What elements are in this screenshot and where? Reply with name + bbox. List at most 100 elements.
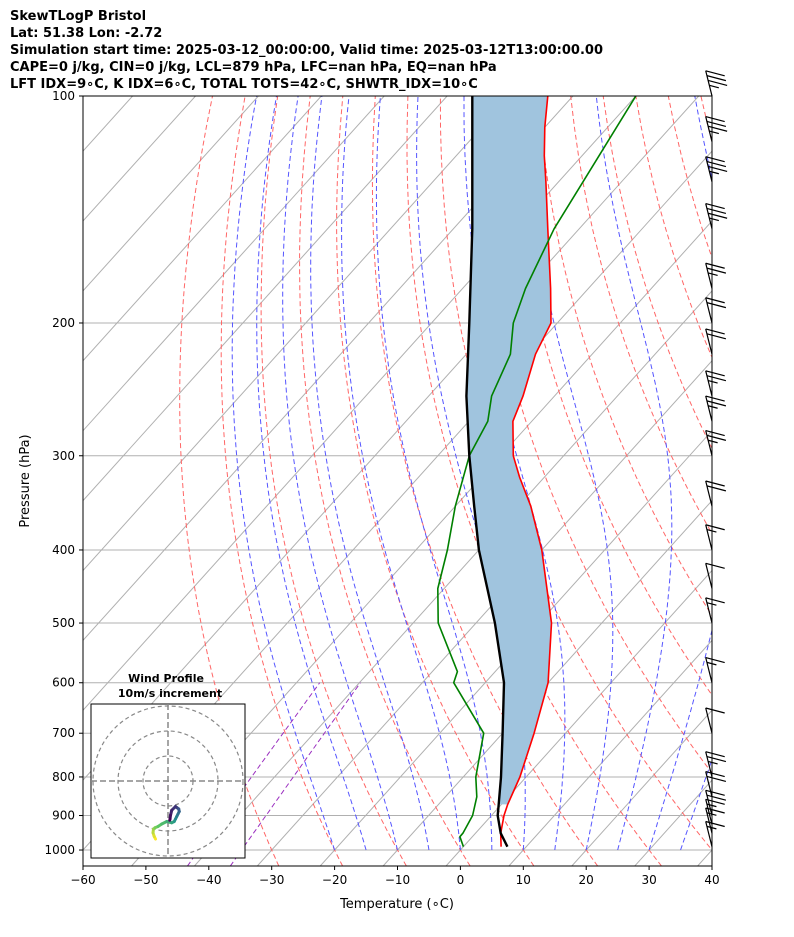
isotherm (571, 709, 712, 866)
wind-barb (705, 202, 728, 229)
wind-barb (705, 70, 728, 97)
barb-flag (705, 262, 725, 269)
barb-shaft (705, 328, 713, 355)
wind-barb (705, 328, 727, 355)
isotherm (634, 779, 712, 866)
wind-profile-inset: Wind Profile 10m/s increment (90, 672, 246, 859)
wind-barb (705, 297, 727, 324)
barb-shaft (705, 70, 713, 97)
location-line: Lat: 51.38 Lon: -2.72 (10, 26, 163, 41)
barb-shaft (705, 707, 713, 734)
wind-barb (705, 480, 727, 507)
barb-half-flag (709, 170, 719, 175)
isotherm (83, 96, 322, 362)
barb-flag (706, 485, 727, 492)
barb-flag (705, 524, 725, 531)
barb-flag (705, 597, 725, 604)
barb-flag (705, 656, 725, 664)
dry-adiabat (439, 96, 712, 851)
moist-adiabat (680, 758, 712, 851)
moist-adiabat (231, 96, 336, 851)
wind-barb (705, 524, 725, 551)
barb-shaft (705, 524, 713, 551)
barb-flag (705, 395, 725, 402)
mixing-ratio-line (229, 682, 361, 866)
barb-flag (705, 156, 725, 163)
chart-title: SkewTLogP Bristol (10, 9, 147, 24)
title-block: SkewTLogP Bristol Lat: 51.38 Lon: -2.72 … (10, 8, 790, 93)
barb-flag (705, 820, 725, 828)
barb-shaft (705, 370, 713, 397)
y-tick-label: 100 (52, 89, 75, 103)
y-tick-label: 900 (52, 809, 75, 823)
wind-barb (705, 370, 727, 397)
barb-shaft (705, 597, 713, 624)
wind-barb (705, 262, 727, 289)
barb-shaft (705, 116, 713, 142)
barb-half-flag (709, 84, 719, 89)
wind-barb (705, 115, 728, 142)
barb-flag (706, 120, 727, 127)
wind-barb (705, 562, 725, 589)
isotherm (83, 96, 385, 432)
barb-flag (706, 160, 727, 168)
moist-adiabat (521, 96, 614, 851)
barb-flag (706, 400, 727, 407)
dry-adiabat (766, 96, 794, 866)
barb-flag (705, 751, 725, 758)
x-tick-label: −50 (133, 873, 158, 887)
barb-flag (705, 370, 725, 377)
dry-adiabat (179, 96, 280, 866)
dry-adiabat (260, 96, 407, 866)
barb-flag (705, 297, 725, 304)
barb-flag (705, 807, 725, 814)
wind-barb (705, 156, 728, 183)
barb-flag (705, 789, 725, 796)
barb-shaft (705, 480, 713, 507)
inset-subtitle: 10m/s increment (118, 687, 222, 700)
barb-flag (706, 375, 727, 382)
barb-shaft (705, 297, 713, 324)
moist-adiabat (256, 96, 367, 851)
time-line: Simulation start time: 2025-03-12_00:00:… (10, 43, 603, 58)
dry-adiabat (336, 96, 535, 866)
moist-adiabat (648, 96, 712, 851)
wind-barb (705, 770, 727, 797)
barb-flag (707, 165, 728, 172)
barb-half-flag (709, 130, 719, 135)
dry-adiabat (667, 96, 712, 259)
barb-flag (705, 115, 725, 123)
barb-shaft (705, 821, 713, 847)
wind-barb (705, 656, 725, 683)
barb-flag (705, 429, 725, 437)
moist-adiabat (463, 96, 566, 851)
barb-half-flag (707, 379, 718, 384)
x-tick-label: 30 (641, 873, 656, 887)
barb-flag (705, 707, 725, 714)
x-tick-label: −10 (385, 873, 410, 887)
moist-adiabat (711, 848, 712, 850)
barb-shaft (705, 563, 713, 589)
barb-flag (706, 302, 727, 309)
x-tick-label: −20 (322, 873, 347, 887)
isotherm (445, 569, 712, 866)
barb-flag (706, 267, 727, 274)
moist-adiabat (341, 96, 461, 851)
barb-shaft (705, 395, 713, 422)
barb-flag (706, 207, 727, 214)
barb-shaft (705, 807, 713, 834)
x-tick-label: 0 (457, 873, 465, 887)
barb-shaft (705, 771, 713, 797)
barb-shaft (705, 790, 713, 816)
x-tick-label: −40 (196, 873, 221, 887)
barb-half-flag (707, 439, 718, 444)
barb-flag (706, 434, 727, 441)
isotherm (83, 96, 259, 292)
isotherm (508, 639, 712, 866)
wind-barb (705, 707, 725, 734)
isotherm (319, 429, 712, 866)
isotherm (83, 96, 448, 502)
moist-adiabat (595, 96, 673, 851)
wind-barb (705, 395, 727, 422)
